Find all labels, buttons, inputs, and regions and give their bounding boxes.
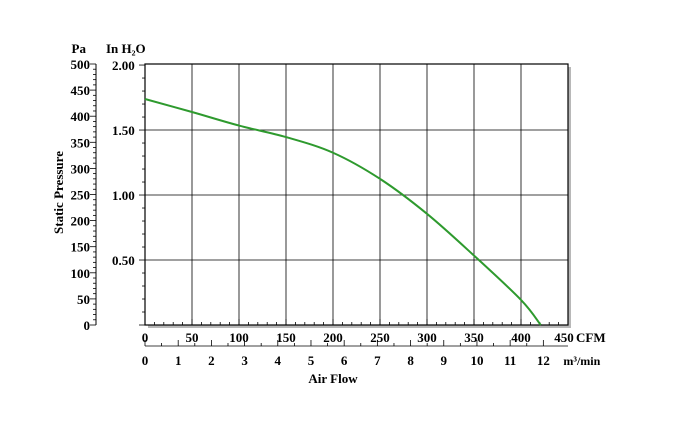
- x2-tick-label: 3: [241, 353, 248, 368]
- x-unit-cfm: CFM: [576, 330, 606, 345]
- x-axis-title: Air Flow: [308, 371, 358, 386]
- y-tick-label: 450: [71, 83, 91, 98]
- x2-tick-label: 1: [175, 353, 182, 368]
- x2-tick-label: 8: [407, 353, 414, 368]
- grid: [144, 63, 571, 328]
- y-tick-label: 50: [77, 292, 90, 307]
- x-tick-label: 300: [417, 330, 437, 345]
- y-unit-pa: Pa: [72, 41, 87, 56]
- x-tick-label: 50: [186, 330, 199, 345]
- y2-tick-label: 2.00: [112, 58, 135, 73]
- x2-tick-label: 2: [208, 353, 215, 368]
- y-tick-label: 350: [71, 135, 91, 150]
- x2-tick-label: 9: [441, 353, 448, 368]
- y-axis-title: Static Pressure: [51, 151, 66, 234]
- x2-tick-label: 7: [374, 353, 381, 368]
- x-tick-label: 150: [276, 330, 296, 345]
- y2-tick-label: 0.50: [112, 253, 135, 268]
- x-tick-label: 400: [511, 330, 531, 345]
- x2-tick-label: 0: [142, 353, 149, 368]
- y-tick-label: 250: [71, 188, 91, 203]
- x2-tick-label: 4: [275, 353, 282, 368]
- x2-tick-label: 6: [341, 353, 348, 368]
- plot-frame: [144, 63, 569, 326]
- y-unit-inh2o: In H₂O: [106, 41, 146, 56]
- y2-tick-label: 1.00: [112, 188, 135, 203]
- x2-tick-label: 10: [470, 353, 483, 368]
- x-tick-label: 200: [323, 330, 343, 345]
- x2-tick-label: 11: [504, 353, 516, 368]
- x-tick-label: 250: [370, 330, 390, 345]
- y-tick-label: 400: [71, 109, 91, 124]
- y2-tick-label: 1.50: [112, 123, 135, 138]
- y-tick-label: 150: [71, 240, 91, 255]
- x-tick-label: 0: [142, 330, 149, 345]
- x-tick-label: 450: [554, 330, 574, 345]
- x2-tick-label: 5: [308, 353, 315, 368]
- x-tick-label: 350: [464, 330, 484, 345]
- labels-layer: 0501001502002503003504004505000.501.001.…: [51, 41, 606, 386]
- x-unit-m3: m³/min: [563, 354, 600, 368]
- x2-tick-label: 12: [537, 353, 550, 368]
- series-layer: [144, 98, 542, 326]
- x-tick-label: 100: [229, 330, 249, 345]
- y-tick-label: 0: [84, 318, 91, 333]
- series-line-fan-curve: [144, 98, 542, 326]
- y-tick-label: 100: [71, 266, 91, 281]
- axes: [95, 64, 568, 347]
- y-tick-label: 300: [71, 161, 91, 176]
- y-tick-label: 500: [71, 57, 91, 72]
- y-tick-label: 200: [71, 214, 91, 229]
